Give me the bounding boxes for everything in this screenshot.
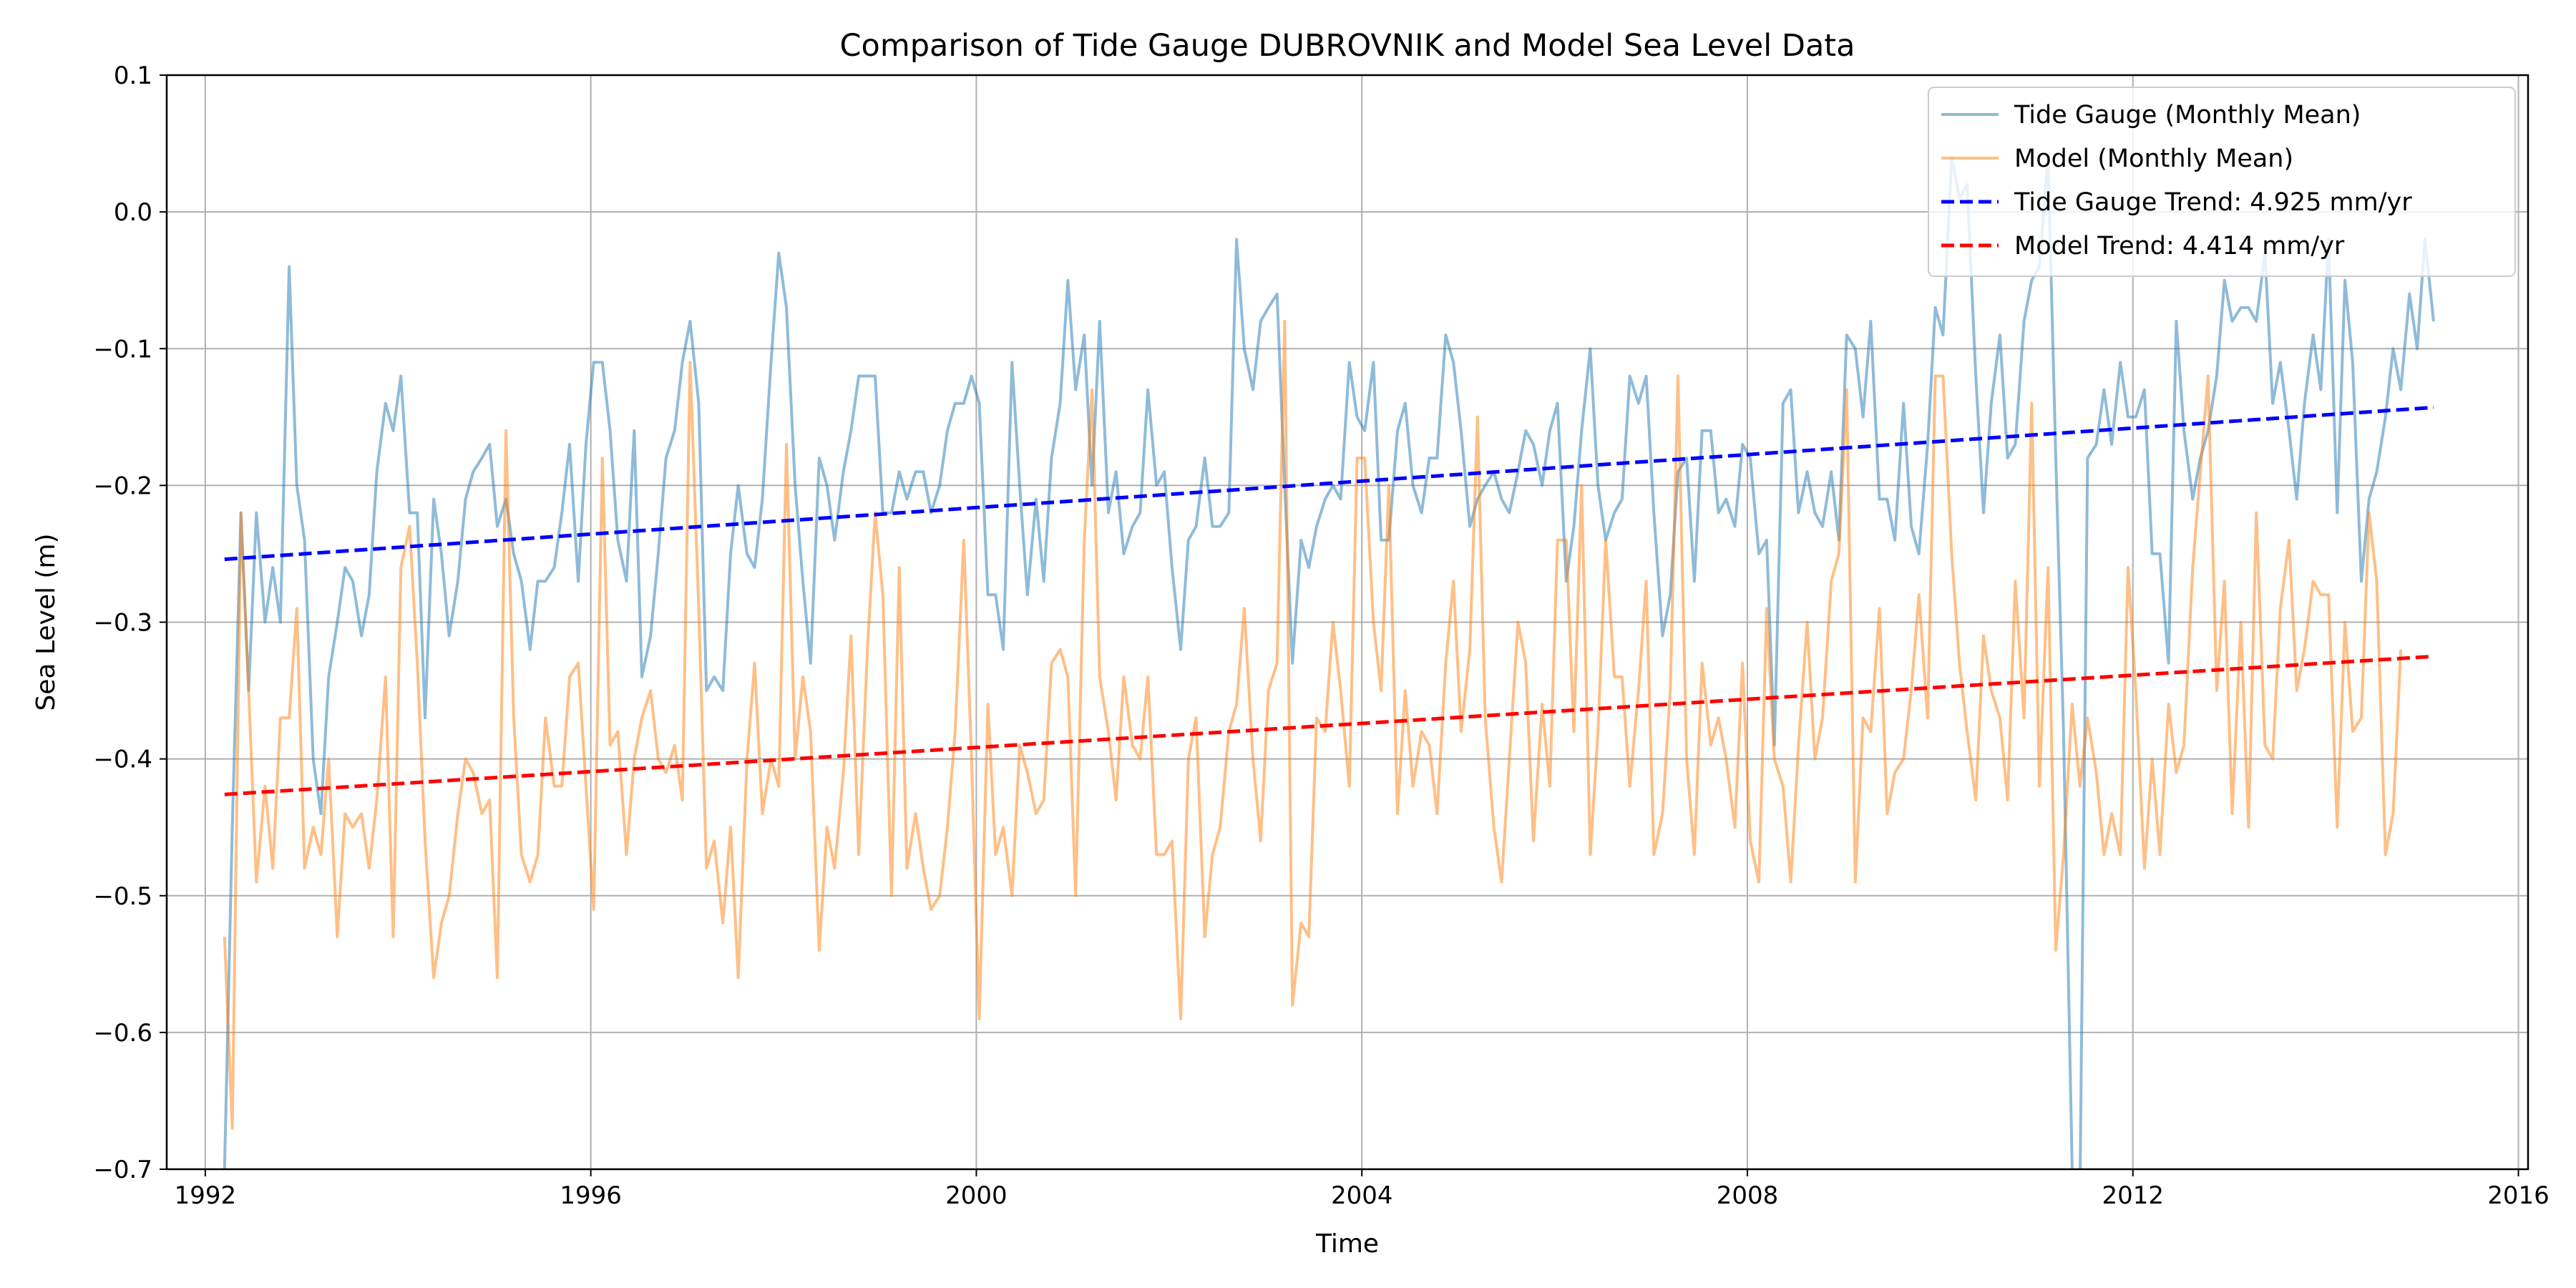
y-tick-label: 0.0 [114,198,152,227]
y-axis-label: Sea Level (m) [31,533,61,711]
y-tick-label: −0.2 [93,472,152,500]
axis-ticks: 1992 1996 2000 2004 2008 2012 2016 −0.7 −0.6 −0.5… [93,62,2549,1210]
y-tick-label: −0.3 [93,609,152,638]
legend-label: Model (Monthly Mean) [2014,145,2293,173]
legend-label: Tide Gauge (Monthly Mean) [2014,101,2361,130]
series-line-1 [223,320,2403,1130]
x-tick-label: 2000 [945,1181,1008,1210]
x-tick-label: 2012 [2102,1181,2164,1210]
y-tick-label: −0.4 [93,746,152,774]
legend-label: Model Trend: 4.414 mm/yr [2014,232,2345,260]
series-line-3 [224,654,2434,796]
x-tick-label: 1992 [175,1181,237,1210]
series-line-0 [223,155,2435,1169]
y-tick-label: −0.6 [93,1019,152,1048]
x-tick-label: 2016 [2487,1181,2550,1210]
x-tick-label: 2008 [1717,1181,1779,1210]
x-axis-label: Time [1315,1229,1379,1259]
y-tick-label: −0.1 [93,335,152,364]
legend-box [1928,87,2516,277]
y-tick-label: −0.5 [93,882,152,911]
series-line-2 [224,405,2434,562]
series-layer [223,155,2435,1169]
x-tick-label: 1996 [560,1181,622,1210]
x-tick-label: 2004 [1331,1181,1393,1210]
y-tick-label: 0.1 [114,62,152,90]
chart-title: Comparison of Tide Gauge DUBROVNIK and M… [839,28,1855,64]
y-tick-label: −0.7 [93,1156,152,1184]
legend: Tide Gauge (Monthly Mean) Model (Monthly … [1928,87,2516,277]
series-group [223,155,2435,1169]
legend-label: Tide Gauge Trend: 4.925 mm/yr [2014,188,2412,217]
